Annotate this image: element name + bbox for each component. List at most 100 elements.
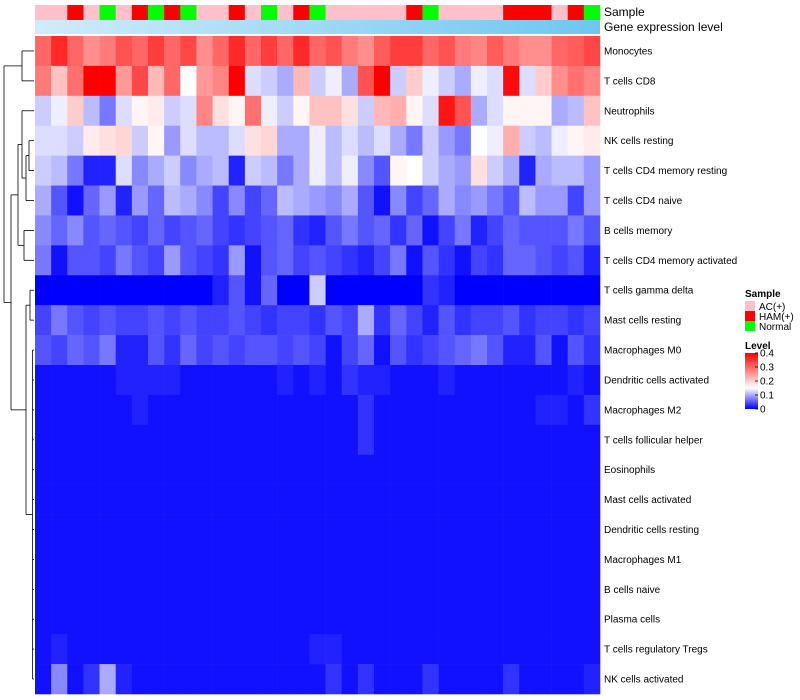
heatmap-cell	[551, 544, 569, 575]
heatmap-cell	[196, 484, 213, 515]
heatmap-cell	[309, 394, 326, 426]
heatmap-cell	[196, 155, 213, 186]
heatmap-cell	[131, 394, 149, 426]
heatmap-cell	[406, 275, 423, 306]
heatmap-cell	[487, 245, 504, 276]
heatmap-cell	[228, 424, 246, 456]
heatmap-cell	[164, 245, 181, 276]
heatmap-cell	[83, 365, 100, 396]
heatmap-cell	[519, 65, 536, 97]
heatmap-cell	[357, 36, 375, 67]
heatmap-cell	[277, 634, 294, 665]
heatmap-cell	[99, 36, 117, 67]
heatmap-cell	[551, 155, 569, 186]
heatmap-cell	[535, 424, 552, 456]
heatmap-cell	[454, 574, 472, 605]
heatmap-cell	[438, 95, 456, 127]
heatmap-cell	[535, 275, 552, 306]
level-legend-tick-label: 0.4	[760, 349, 774, 360]
heatmap-cell	[503, 664, 520, 695]
row-label: T cells CD8	[604, 76, 656, 87]
sample-annotation-cell	[148, 5, 165, 20]
heatmap-cell	[261, 424, 278, 456]
heatmap-cell	[406, 215, 423, 246]
row-label: T cells CD4 naive	[604, 196, 683, 207]
heatmap-cell	[164, 484, 181, 515]
heatmap-cell	[341, 574, 359, 605]
heatmap-cell	[277, 394, 294, 426]
heatmap-cell	[374, 365, 391, 396]
heatmap-cell	[422, 604, 439, 635]
heatmap-cell	[67, 185, 84, 216]
heatmap-cell	[131, 574, 149, 605]
heatmap-cell	[164, 155, 181, 186]
heatmap-cell	[454, 155, 472, 186]
heatmap-cell	[35, 245, 52, 276]
heatmap-cell	[261, 215, 278, 246]
heatmap-cell	[131, 424, 149, 456]
heatmap-cell	[551, 215, 569, 246]
heatmap-cell	[228, 664, 246, 695]
heatmap-cell	[551, 245, 569, 276]
heatmap-cell	[519, 365, 536, 396]
sample-legend-swatch	[745, 321, 755, 331]
heatmap-cell	[83, 155, 100, 186]
heatmap-cell	[277, 574, 294, 605]
heatmap-cell	[131, 454, 149, 485]
heatmap-cell	[228, 215, 246, 246]
heatmap-cell	[406, 394, 423, 426]
heatmap-cell	[293, 514, 310, 545]
heatmap-cell	[261, 454, 278, 485]
heatmap-cell	[551, 394, 569, 426]
heatmap-cell	[244, 454, 262, 485]
heatmap-cell	[148, 634, 165, 665]
heatmap-cell	[212, 544, 230, 575]
sample-annotation-cell	[244, 5, 262, 20]
heatmap-cell	[99, 275, 117, 306]
heatmap-cell	[212, 245, 230, 276]
heatmap-cell	[228, 574, 246, 605]
heatmap-cell	[99, 215, 117, 246]
sample-annotation-cell	[325, 5, 343, 20]
heatmap-cell	[503, 424, 520, 456]
row-label: Macrophages M2	[604, 405, 682, 416]
heatmap-cell	[583, 664, 601, 695]
heatmap-cell	[261, 514, 278, 545]
heatmap-cell	[148, 215, 165, 246]
heatmap-cell	[503, 454, 520, 485]
heatmap-cell	[583, 275, 601, 306]
heatmap-cell	[422, 574, 439, 605]
sample-annotation-cell	[535, 5, 552, 20]
heatmap-cell	[261, 365, 278, 396]
heatmap-cell	[422, 514, 439, 545]
heatmap-cell	[583, 604, 601, 635]
heatmap-cell	[567, 335, 585, 366]
heatmap-cell	[470, 365, 488, 396]
heatmap-cell	[180, 514, 197, 545]
heatmap-cell	[35, 185, 52, 216]
heatmap-cell	[131, 36, 149, 67]
heatmap-cell	[454, 664, 472, 695]
heatmap-cell	[309, 365, 326, 396]
heatmap-cell	[519, 484, 536, 515]
heatmap-cell	[212, 664, 230, 695]
heatmap-cell	[567, 514, 585, 545]
heatmap-cell	[470, 275, 488, 306]
heatmap-cell	[67, 604, 84, 635]
heatmap-cell	[390, 185, 407, 216]
heatmap-cell	[583, 65, 601, 97]
heatmap-cell	[470, 215, 488, 246]
heatmap-cell	[51, 36, 68, 67]
heatmap-cell	[374, 275, 391, 306]
heatmap-cell	[51, 365, 68, 396]
heatmap-cell	[470, 574, 488, 605]
heatmap-cell	[583, 454, 601, 485]
heatmap-cell	[519, 155, 536, 186]
heatmap-cell	[244, 125, 262, 156]
heatmap-cell	[535, 664, 552, 695]
heatmap-cell	[115, 514, 133, 545]
heatmap-cell	[35, 424, 52, 456]
heatmap-cell	[519, 36, 536, 67]
heatmap-cell	[535, 365, 552, 396]
heatmap-cell	[67, 65, 84, 97]
